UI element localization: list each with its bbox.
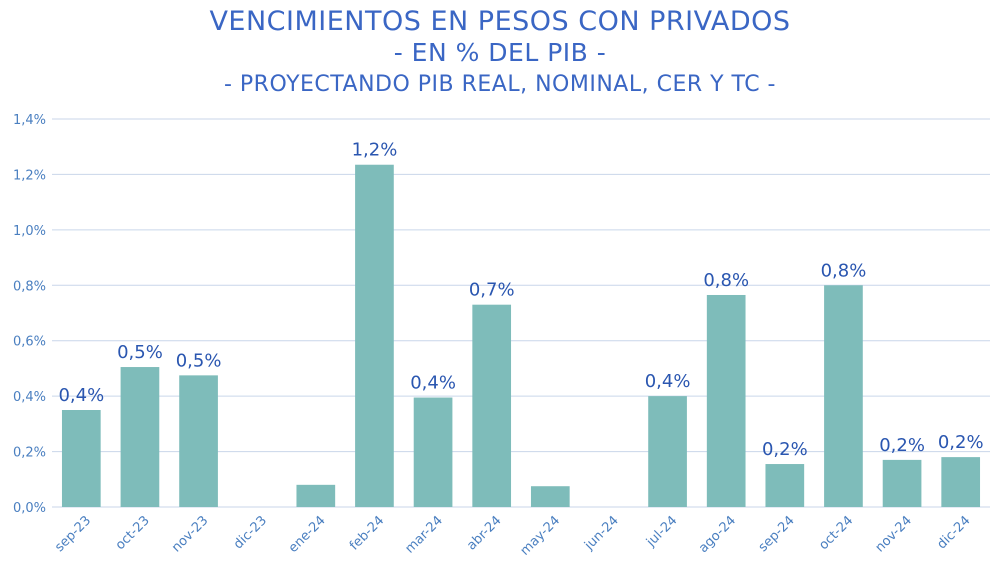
y-tick-label: 0,8% (13, 279, 46, 294)
data-label: 0,5% (117, 342, 163, 363)
chart-subtitle-2: - PROYECTANDO PIB REAL, NOMINAL, CER Y T… (223, 72, 776, 97)
bar (648, 396, 687, 507)
x-tick-label: feb-24 (347, 513, 387, 553)
data-label: 0,4% (58, 385, 104, 406)
x-tick-label: nov-24 (873, 513, 915, 555)
data-label: 0,4% (410, 373, 456, 394)
y-tick-label: 0,2% (13, 446, 46, 461)
data-label: 1,2% (352, 140, 398, 161)
x-tick-label: oct-23 (113, 513, 153, 553)
bar (882, 459, 922, 507)
y-tick-label: 0,6% (13, 335, 46, 350)
y-tick-label: 1,4% (13, 113, 46, 128)
x-tick-label: jul-24 (643, 513, 680, 550)
data-label: 0,2% (938, 432, 984, 453)
data-label: 0,2% (879, 435, 925, 456)
bar (530, 486, 570, 507)
y-tick-label: 1,0% (13, 224, 46, 239)
bar (413, 397, 453, 507)
y-tick-label: 0,4% (13, 390, 46, 405)
data-label: 0,5% (176, 350, 222, 371)
y-tick-label: 1,2% (13, 168, 46, 183)
x-tick-label: dic-23 (231, 513, 270, 552)
chart-title: VENCIMIENTOS EN PESOS CON PRIVADOS (209, 6, 791, 37)
x-tick-label: sep-24 (756, 513, 798, 555)
bar (941, 457, 981, 507)
bar (120, 367, 160, 507)
data-label: 0,7% (469, 280, 515, 301)
data-label: 0,8% (703, 270, 749, 291)
bar (765, 464, 805, 507)
x-tick-label: ago-24 (696, 513, 739, 556)
bar (61, 410, 101, 507)
x-tick-label: dic-24 (934, 513, 973, 552)
x-tick-label: nov-23 (169, 513, 211, 555)
data-label: 0,4% (645, 371, 691, 392)
chart-subtitle: - EN % DEL PIB - (393, 38, 607, 67)
y-tick-label: 0,0% (13, 501, 46, 516)
x-tick-label: may-24 (518, 513, 563, 558)
bar (472, 304, 512, 507)
x-tick-label: mar-24 (402, 513, 445, 556)
bar (179, 375, 218, 507)
x-tick-label: abr-24 (464, 513, 504, 553)
x-tick-label: oct-24 (816, 513, 856, 553)
bar (296, 484, 336, 507)
bar (824, 285, 863, 507)
x-tick-label: ene-24 (286, 513, 329, 556)
x-tick-label: sep-23 (52, 513, 94, 555)
bar (706, 294, 746, 507)
data-label: 0,2% (762, 439, 808, 460)
x-tick-label: jun-24 (581, 513, 622, 554)
data-label: 0,8% (821, 260, 867, 281)
bar (355, 164, 394, 507)
